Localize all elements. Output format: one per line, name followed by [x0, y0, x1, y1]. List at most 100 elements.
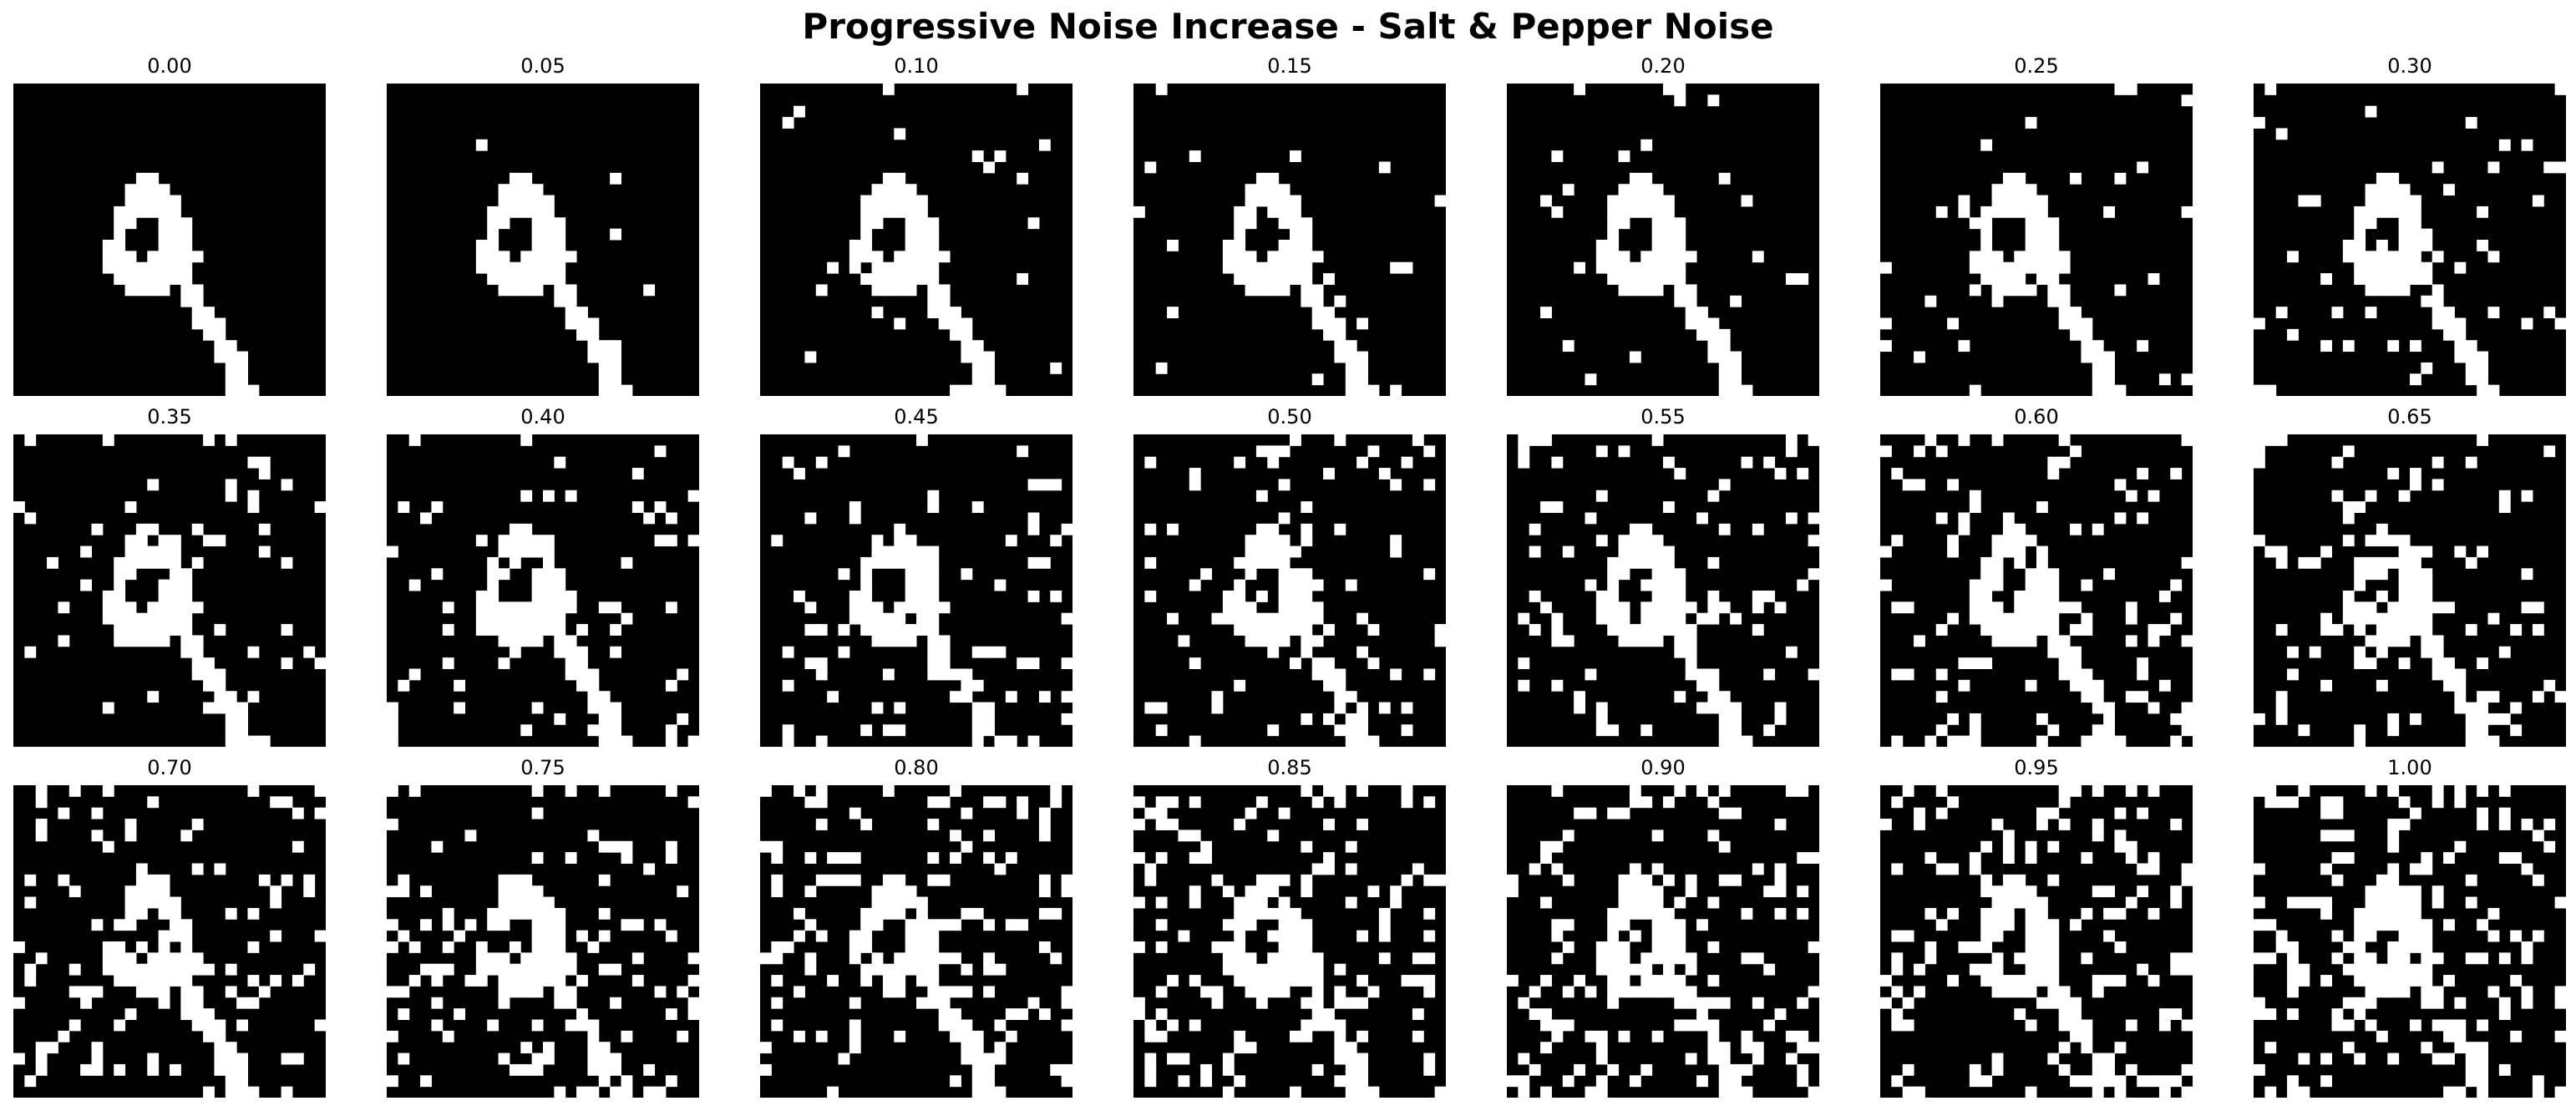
white-pixel [114, 919, 126, 931]
white-pixel [2431, 317, 2444, 330]
white-pixel [91, 919, 104, 931]
white-pixel [2287, 668, 2299, 681]
noise-image-panel [13, 785, 326, 1098]
white-pixel [1311, 373, 1324, 386]
white-pixel [927, 284, 940, 297]
white-pixel [2264, 919, 2277, 931]
white-pixel [771, 840, 783, 853]
white-pixel [994, 1086, 1007, 1098]
white-pixel [1255, 975, 1268, 987]
white-pixel [1189, 975, 1201, 987]
white-pixel [170, 535, 181, 547]
white-pixel [2047, 919, 2060, 931]
white-pixel [794, 468, 805, 479]
white-pixel [905, 251, 917, 263]
white-pixel [543, 556, 555, 569]
white-pixel [498, 624, 510, 636]
white-pixel [1741, 456, 1753, 469]
white-pixel [1808, 568, 1819, 581]
white-pixel [882, 84, 895, 95]
white-pixel [1980, 139, 1993, 151]
white-pixel [170, 556, 181, 569]
white-pixel [2025, 1086, 2037, 1098]
white-pixel [927, 646, 940, 658]
white-pixel [214, 1053, 226, 1065]
white-pixel [1144, 702, 1157, 714]
white-pixel [543, 228, 555, 241]
white-pixel [598, 362, 611, 374]
white-pixel [1562, 941, 1575, 953]
white-pixel [2354, 556, 2366, 569]
white-pixel [2410, 251, 2421, 263]
white-pixel [1763, 885, 1776, 898]
white-pixel [1301, 591, 1313, 602]
white-pixel [543, 1053, 555, 1065]
white-pixel [631, 975, 644, 987]
white-pixel [576, 646, 588, 658]
white-pixel [1629, 545, 1641, 558]
white-pixel [1785, 434, 1798, 446]
white-pixel [2398, 907, 2411, 920]
white-pixel [2114, 284, 2127, 297]
white-pixel [2320, 679, 2332, 692]
white-pixel [2298, 1053, 2310, 1065]
white-pixel [565, 952, 577, 965]
white-pixel [2387, 986, 2400, 998]
white-pixel [1245, 184, 1257, 196]
white-pixel [1674, 601, 1686, 614]
white-pixel [520, 195, 533, 207]
white-pixel [236, 1019, 248, 1032]
white-pixel [1585, 1030, 1597, 1043]
white-pixel [1607, 601, 1620, 614]
white-pixel [1607, 724, 1620, 737]
white-pixel [2532, 1075, 2544, 1088]
white-pixel [2554, 1030, 2566, 1043]
white-pixel [1607, 612, 1620, 625]
white-pixel [158, 184, 170, 196]
white-pixel [520, 490, 533, 502]
white-pixel [2070, 523, 2082, 535]
white-pixel [543, 612, 555, 625]
white-pixel [1551, 952, 1564, 965]
white-pixel [180, 612, 193, 625]
white-pixel [1061, 1063, 1072, 1076]
white-pixel [905, 184, 917, 196]
white-pixel [994, 735, 1007, 747]
white-pixel [554, 284, 566, 297]
white-pixel [2454, 679, 2467, 692]
white-pixel [1133, 1008, 1145, 1020]
white-pixel [387, 1075, 398, 1088]
white-pixel [475, 535, 488, 547]
white-pixel [961, 907, 973, 920]
white-pixel [498, 657, 510, 669]
white-pixel [1707, 317, 1720, 330]
white-pixel [2431, 986, 2444, 998]
white-pixel [1980, 941, 1993, 953]
white-pixel [2002, 829, 2015, 842]
white-pixel [860, 919, 873, 931]
white-pixel [2103, 384, 2115, 396]
white-pixel [1947, 796, 1959, 809]
white-pixel [916, 952, 928, 965]
white-pixel [1540, 195, 1552, 207]
white-pixel [2443, 668, 2455, 681]
white-pixel [1640, 535, 1653, 547]
white-pixel [554, 217, 566, 230]
white-pixel [1763, 963, 1776, 976]
white-pixel [2443, 657, 2455, 669]
white-pixel [1551, 840, 1564, 853]
white-pixel [2443, 317, 2455, 330]
white-pixel [1663, 601, 1675, 614]
white-pixel [1718, 807, 1731, 819]
white-pixel [2081, 952, 2093, 965]
white-pixel [1301, 251, 1313, 263]
white-pixel [1880, 579, 1892, 591]
white-pixel [1551, 930, 1564, 942]
white-pixel [1518, 1075, 1530, 1088]
white-pixel [882, 724, 895, 737]
white-pixel [543, 963, 555, 976]
white-pixel [147, 874, 160, 886]
white-pixel [1267, 184, 1280, 196]
white-pixel [1730, 295, 1742, 307]
white-pixel [203, 535, 215, 547]
